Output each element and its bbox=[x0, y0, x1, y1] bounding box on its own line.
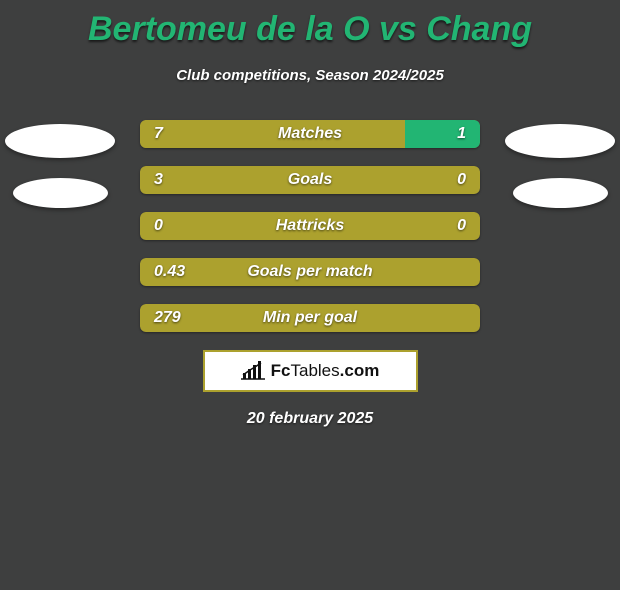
player-left-avatar bbox=[0, 120, 120, 240]
player-right-avatar bbox=[500, 120, 620, 240]
subtitle: Club competitions, Season 2024/2025 bbox=[0, 67, 620, 84]
stat-left-value: 279 bbox=[154, 304, 181, 332]
avatar-ellipse bbox=[13, 178, 108, 208]
bar-chart-icon bbox=[241, 361, 267, 381]
stat-left-value: 7 bbox=[154, 120, 163, 148]
page-title: Bertomeu de la O vs Chang bbox=[0, 10, 620, 49]
stats-comparison: 71Matches30Goals00Hattricks0.43Goals per… bbox=[140, 120, 480, 332]
stat-right-value: 1 bbox=[457, 120, 466, 148]
brand-badge[interactable]: FcTables.com bbox=[203, 350, 418, 392]
stat-left-value: 0 bbox=[154, 212, 163, 240]
avatar-ellipse bbox=[513, 178, 608, 208]
stat-row: 0.43Goals per match bbox=[140, 258, 480, 286]
brand-text: FcTables.com bbox=[271, 361, 380, 381]
stat-right-value: 0 bbox=[457, 212, 466, 240]
avatar-ellipse bbox=[5, 124, 115, 158]
stat-row: 00Hattricks bbox=[140, 212, 480, 240]
stat-right-value: 0 bbox=[457, 166, 466, 194]
stat-left-value: 3 bbox=[154, 166, 163, 194]
stat-left-value: 0.43 bbox=[154, 258, 185, 286]
footer-date: 20 february 2025 bbox=[0, 410, 620, 428]
stat-row: 279Min per goal bbox=[140, 304, 480, 332]
stat-row: 30Goals bbox=[140, 166, 480, 194]
avatar-ellipse bbox=[505, 124, 615, 158]
stat-row: 71Matches bbox=[140, 120, 480, 148]
